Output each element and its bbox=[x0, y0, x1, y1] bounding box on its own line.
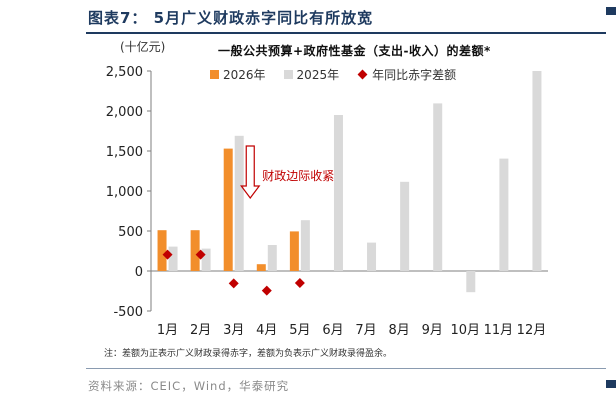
bar-2025 bbox=[532, 71, 542, 271]
yoy-diff-marker bbox=[261, 285, 272, 296]
x-tick-label: 8月 bbox=[388, 323, 409, 338]
x-tick-label: 2月 bbox=[190, 323, 211, 338]
legend-item-2025: 2025年 bbox=[283, 66, 340, 83]
y-tick-label: 1,500 bbox=[106, 145, 143, 160]
yoy-diff-marker bbox=[195, 249, 206, 260]
bar-2026 bbox=[256, 264, 266, 271]
bar-2025 bbox=[201, 248, 211, 271]
x-tick-label: 3月 bbox=[223, 323, 244, 338]
source-text: 资料来源：CEIC，Wind，华泰研究 bbox=[88, 379, 290, 393]
bar-2025 bbox=[300, 220, 310, 271]
legend-label-yoy-diff: 年同比赤字差额 bbox=[372, 68, 457, 82]
bar-2025 bbox=[333, 115, 343, 271]
legend-swatch-2025 bbox=[283, 70, 293, 79]
edge-mark-bottom bbox=[606, 380, 616, 388]
bar-2025 bbox=[168, 246, 178, 271]
bar-2025 bbox=[499, 158, 509, 271]
x-tick-label: 4月 bbox=[256, 323, 277, 338]
x-tick-label: 10月 bbox=[451, 323, 481, 338]
x-tick-label: 1月 bbox=[157, 323, 178, 338]
legend-item-yoy-diff: 年同比赤字差额 bbox=[357, 66, 456, 83]
bar-2025 bbox=[400, 181, 410, 271]
x-tick-label: 9月 bbox=[422, 323, 443, 338]
yoy-diff-marker bbox=[228, 278, 239, 289]
x-tick-label: 5月 bbox=[289, 323, 310, 338]
bar-2026 bbox=[289, 231, 299, 271]
x-tick-label: 12月 bbox=[517, 323, 547, 338]
y-tick-label: 0 bbox=[135, 265, 143, 280]
bar-2025 bbox=[267, 245, 277, 271]
x-tick-label: 6月 bbox=[322, 323, 343, 338]
y-tick-label: 2,500 bbox=[106, 65, 143, 80]
bar-2026 bbox=[157, 230, 167, 271]
legend-swatch-2026 bbox=[210, 70, 219, 79]
tightening-arrow-icon bbox=[240, 145, 261, 199]
x-tick-label: 11月 bbox=[484, 323, 514, 338]
annotation-text: 财政边际收紧 bbox=[262, 169, 334, 183]
bar-2025 bbox=[367, 242, 377, 271]
y-tick-label: 1,000 bbox=[106, 185, 143, 200]
legend-label-2026: 2026年 bbox=[223, 68, 266, 82]
source-rule bbox=[86, 368, 606, 369]
bar-2025 bbox=[466, 271, 476, 293]
y-tick-label: -500 bbox=[113, 305, 143, 320]
bar-2026 bbox=[190, 230, 200, 271]
footnote: 注：差额为正表示广义财政录得赤字，差额为负表示广义财政录得盈余。 bbox=[104, 349, 393, 359]
figure-title: 图表7： 5月广义财政赤字同比有所放宽 bbox=[88, 9, 374, 27]
y-tick-label: 500 bbox=[118, 225, 143, 240]
bar-2025 bbox=[234, 135, 244, 271]
legend-item-2026: 2026年 bbox=[210, 66, 266, 83]
yoy-diff-marker bbox=[162, 249, 173, 260]
yoy-diff-marker bbox=[294, 278, 305, 288]
x-tick-label: 7月 bbox=[355, 323, 376, 338]
bar-2026 bbox=[223, 148, 233, 271]
bar-2025 bbox=[433, 103, 443, 272]
legend-label-2025: 2025年 bbox=[296, 68, 340, 82]
title-rule bbox=[86, 32, 606, 34]
chart-title: 一般公共预算+政府性基金（支出-收入）的差额* bbox=[218, 44, 491, 58]
y-axis-unit: (十亿元) bbox=[120, 40, 166, 54]
legend: 2026年 2025年 年同比赤字差额 bbox=[210, 66, 474, 83]
y-tick-label: 2,000 bbox=[106, 105, 143, 120]
edge-mark-top bbox=[606, 7, 616, 15]
